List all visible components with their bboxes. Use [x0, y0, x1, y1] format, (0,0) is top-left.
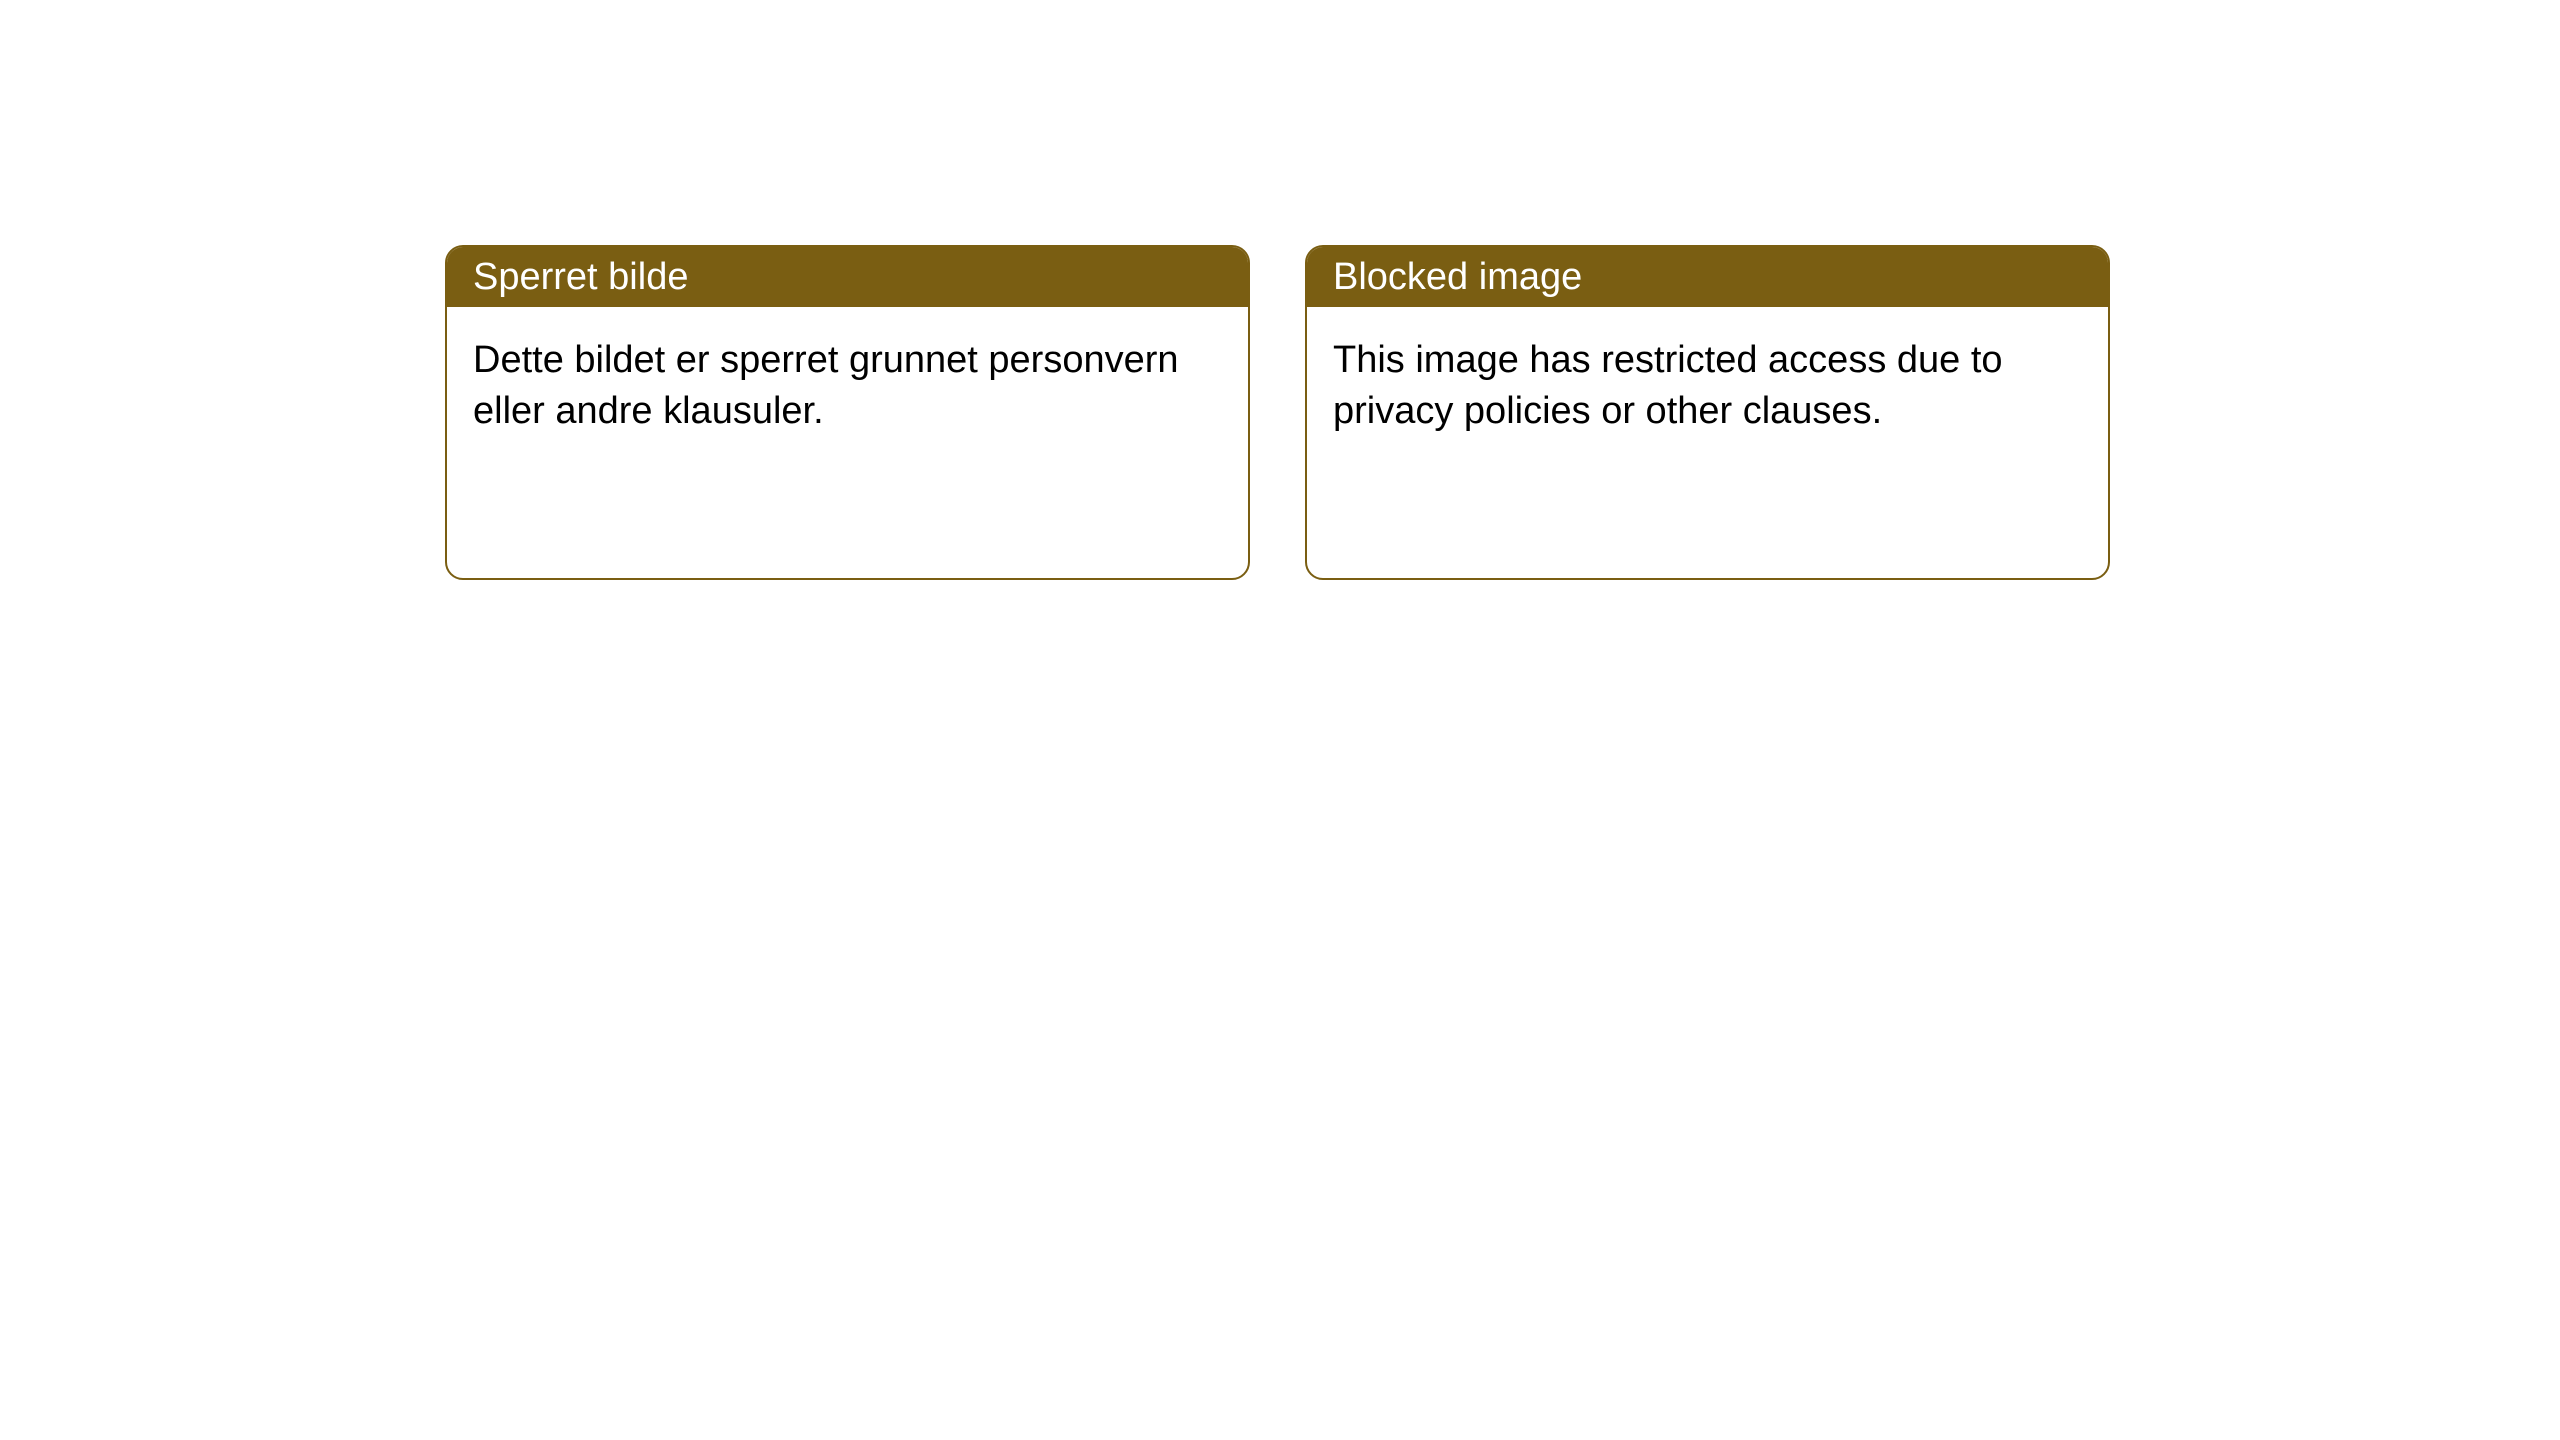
- card-body: Dette bildet er sperret grunnet personve…: [447, 307, 1248, 466]
- blocked-image-card-no: Sperret bilde Dette bildet er sperret gr…: [445, 245, 1250, 580]
- card-body-text: Dette bildet er sperret grunnet personve…: [473, 339, 1179, 432]
- card-header: Sperret bilde: [447, 247, 1248, 307]
- card-header: Blocked image: [1307, 247, 2108, 307]
- card-body: This image has restricted access due to …: [1307, 307, 2108, 466]
- card-body-text: This image has restricted access due to …: [1333, 339, 2003, 432]
- blocked-image-card-en: Blocked image This image has restricted …: [1305, 245, 2110, 580]
- card-header-text: Blocked image: [1333, 256, 1582, 299]
- cards-container: Sperret bilde Dette bildet er sperret gr…: [445, 245, 2110, 580]
- card-header-text: Sperret bilde: [473, 256, 688, 299]
